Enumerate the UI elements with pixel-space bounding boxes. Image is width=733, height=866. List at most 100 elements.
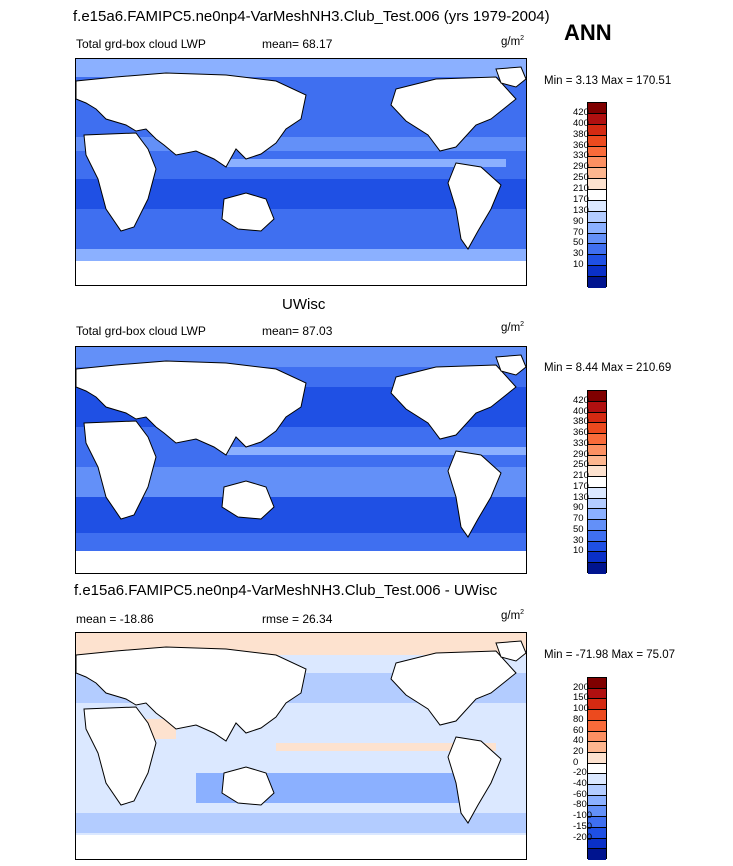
panel3-land-australia: [221, 766, 275, 806]
colorbar-tick-label: 290: [573, 448, 589, 460]
colorbar-tick-label: 360: [573, 139, 589, 151]
panel3-ocean-itcz: [276, 743, 496, 751]
panel3-map: [75, 632, 527, 860]
colorbar-tick-label: 20: [573, 745, 584, 757]
colorbar-swatch: [588, 211, 606, 223]
colorbar-tick-label: 170: [573, 193, 589, 205]
panel3-rmse: rmse = 26.34: [262, 612, 333, 626]
colorbar-tick-label: -150: [573, 820, 593, 832]
colorbar-tick-label: 250: [573, 172, 589, 184]
colorbar-tick-label: 100: [573, 703, 589, 715]
panel3-ocean-band-s: [76, 813, 526, 833]
colorbar-swatch: [588, 487, 606, 499]
colorbar-swatch: [588, 731, 606, 743]
colorbar-swatch: [588, 179, 606, 190]
colorbar-swatch: [588, 277, 606, 288]
colorbar-tick-label: 10: [573, 545, 584, 557]
colorbar-swatch: [588, 135, 606, 147]
panel2-subtitle: UWisc: [282, 296, 326, 313]
colorbar-swatch: [588, 168, 606, 180]
colorbar-tick-label: 130: [573, 491, 589, 503]
colorbar-swatch: [588, 720, 606, 732]
panel1-antarctic: [76, 261, 526, 285]
colorbar-swatch: [588, 774, 606, 786]
colorbar-tick-label: 50: [573, 523, 584, 535]
panel3-mean: mean = -18.86: [76, 612, 154, 626]
panel3-land-greenland: [495, 640, 526, 662]
panel2-land-greenland: [495, 354, 526, 376]
panel2-land-eurasia: [76, 360, 307, 456]
panel3-minmax: Min = -71.98 Max = 75.07: [544, 649, 676, 661]
panel1-land: [76, 66, 526, 250]
colorbar-swatch: [588, 113, 606, 125]
colorbar-tick-label: 90: [573, 502, 584, 514]
colorbar-swatch: [588, 785, 606, 796]
colorbar-swatch: [588, 266, 606, 277]
colorbar-tick-label: 210: [573, 470, 589, 482]
colorbar-tick-label: 330: [573, 437, 589, 449]
panel1-land-australia: [221, 192, 275, 232]
panel2-land: [76, 354, 526, 538]
panel2-mean: mean= 87.03: [262, 324, 333, 338]
colorbar-tick-label: 80: [573, 713, 584, 725]
colorbar-swatch: [588, 401, 606, 413]
season-label: ANN: [564, 20, 612, 45]
colorbar-tick-label: 420: [573, 106, 589, 118]
colorbar-tick-label: 30: [573, 248, 584, 260]
colorbar-tick-label: 420: [573, 394, 589, 406]
colorbar-swatch: [588, 688, 606, 700]
colorbar-swatch: [588, 423, 606, 434]
panel1-map: [75, 58, 527, 286]
figure-title: f.e15a6.FAMIPC5.ne0np4-VarMeshNH3.Club_T…: [73, 8, 550, 25]
colorbar-swatch: [588, 391, 606, 402]
colorbar-swatch: [588, 563, 606, 574]
colorbar-swatch: [588, 827, 606, 839]
colorbar-tick-label: 30: [573, 534, 584, 546]
colorbar-swatch: [588, 509, 606, 520]
panel2-variable-label: Total grd-box cloud LWP: [76, 324, 206, 338]
colorbar-tick-label: 70: [573, 226, 584, 238]
colorbar-tick-label: -80: [573, 799, 587, 811]
panel3-land-eurasia: [76, 646, 307, 742]
panel3-land: [76, 640, 526, 824]
colorbar-swatch: [588, 466, 606, 477]
colorbar-swatch: [588, 541, 606, 553]
panel3-antarctic: [76, 835, 526, 859]
panel1-ocean-south-mid: [76, 209, 526, 249]
colorbar-tick-label: 130: [573, 204, 589, 216]
colorbar-tick-label: 150: [573, 692, 589, 704]
colorbar-swatch: [588, 817, 606, 828]
panel2-land-samerica: [447, 450, 502, 538]
colorbar-swatch: [588, 412, 606, 424]
panel1-land-africa: [83, 132, 157, 232]
colorbar-tick-label: 360: [573, 427, 589, 439]
panel2-land-namerica: [390, 364, 517, 440]
panel2-land-australia: [221, 480, 275, 520]
colorbar-tick-label: 250: [573, 459, 589, 471]
colorbar-swatch: [588, 146, 606, 158]
panel3-subtitle: f.e15a6.FAMIPC5.ne0np4-VarMeshNH3.Club_T…: [74, 582, 498, 599]
panel3-colorbar: [587, 677, 607, 860]
panel2-map: [75, 346, 527, 574]
panel2-ocean-itcz: [226, 447, 526, 455]
panel1-mean: mean= 68.17: [262, 37, 333, 51]
colorbar-tick-label: 210: [573, 183, 589, 195]
panel2-ocean-band-s: [76, 533, 526, 551]
colorbar-tick-label: -60: [573, 788, 587, 800]
panel2-antarctic: [76, 551, 526, 573]
colorbar-tick-label: 200: [573, 681, 589, 693]
colorbar-swatch: [588, 530, 606, 542]
colorbar-swatch: [588, 806, 606, 818]
panel1-ocean-itcz: [226, 159, 506, 167]
panel1-land-greenland: [495, 66, 526, 88]
panel1-ocean-arctic: [76, 59, 526, 77]
colorbar-tick-label: 40: [573, 735, 584, 747]
panel2-minmax: Min = 8.44 Max = 210.69: [544, 362, 672, 374]
panel3-land-samerica: [447, 736, 502, 824]
colorbar-swatch: [588, 752, 606, 764]
colorbar-tick-label: -200: [573, 831, 593, 843]
colorbar-swatch: [588, 434, 606, 445]
panel2-land-africa: [83, 420, 157, 520]
colorbar-swatch: [588, 157, 606, 169]
colorbar-swatch: [588, 200, 606, 212]
